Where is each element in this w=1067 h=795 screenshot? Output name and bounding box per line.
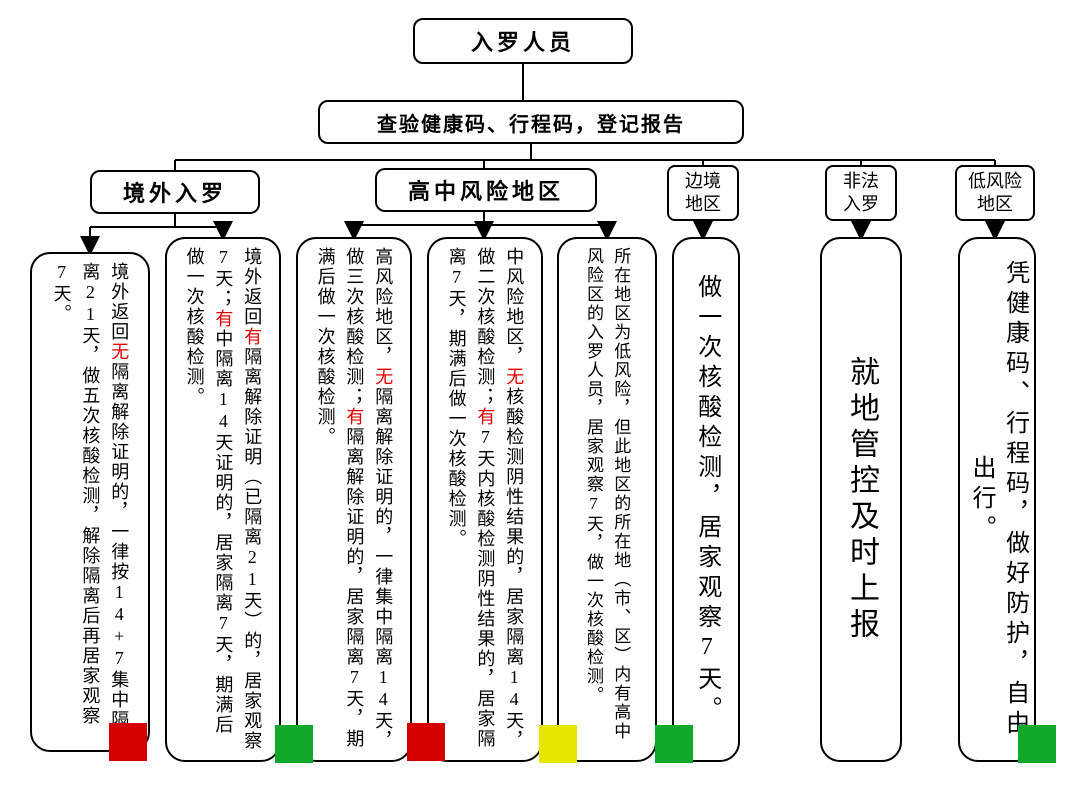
node-root-text: 入罗人员: [471, 25, 575, 57]
status-square-1: [109, 723, 147, 761]
leaf6-text: 做一次核酸检测，居家观察7天。: [689, 264, 723, 736]
node-check-text: 查验健康码、行程码，登记报告: [377, 108, 685, 137]
leaf4-text: 中风险地区，无核酸检测阴性结果的，居家隔离14天，做二次核酸检测；有7天内核酸检…: [438, 239, 532, 760]
leaf5: 所在地区为低风险，但此地区的所在地（市、区）内有高中风险区的入罗人员，居家观察7…: [557, 237, 657, 762]
node-check: 查验健康码、行程码，登记报告: [318, 100, 744, 144]
node-root: 入罗人员: [413, 18, 633, 64]
node-cat2-text: 高中风险地区: [408, 174, 564, 206]
node-cat3-text: 边境 地区: [685, 170, 721, 217]
node-cat1-text: 境外入罗: [123, 176, 227, 208]
node-cat4: 非法 入罗: [825, 165, 897, 221]
leaf3-text: 高风险地区，无隔离解除证明的，一律集中隔离14天，做三次核酸检测；有隔离解除证明…: [307, 239, 401, 760]
leaf7-text: 就地管控及时上报: [840, 346, 882, 654]
leaf5-text: 所在地区为低风险，但此地区的所在地（市、区）内有高中风险区的入罗人员，居家观察7…: [576, 239, 638, 760]
flowchart-canvas: 入罗人员 查验健康码、行程码，登记报告 境外入罗 高中风险地区 边境 地区 非法…: [0, 0, 1067, 795]
node-cat2: 高中风险地区: [375, 168, 597, 212]
leaf2: 境外返回有隔离解除证明（已隔离21天）的，居家观察7天；有中隔离14天证明的，居…: [165, 237, 281, 762]
node-cat5: 低风险 地区: [955, 165, 1035, 221]
leaf2-text: 境外返回有隔离解除证明（已隔离21天）的，居家观察7天；有中隔离14天证明的，居…: [176, 239, 270, 760]
status-square-3: [407, 723, 445, 761]
leaf7: 就地管控及时上报: [820, 237, 902, 762]
leaf8: 凭健康码、行程码，做好防护，自由出行。: [958, 237, 1036, 762]
status-square-5: [655, 725, 693, 763]
node-cat3: 边境 地区: [667, 165, 739, 221]
leaf6: 做一次核酸检测，居家观察7天。: [672, 237, 740, 762]
node-cat5-text: 低风险 地区: [968, 170, 1022, 217]
leaf8-text: 凭健康码、行程码，做好防护，自由出行。: [963, 239, 1030, 760]
leaf3: 高风险地区，无隔离解除证明的，一律集中隔离14天，做三次核酸检测；有隔离解除证明…: [296, 237, 412, 762]
leaf1: 境外返回无隔离解除证明的，一律按14+7集中隔离21天，做五次核酸检测，解除隔离…: [30, 252, 150, 752]
node-cat1: 境外入罗: [90, 170, 260, 214]
status-square-2: [275, 725, 313, 763]
node-cat4-text: 非法 入罗: [843, 170, 879, 217]
leaf1-text: 境外返回无隔离解除证明的，一律按14+7集中隔离21天，做五次核酸检测，解除隔离…: [43, 254, 137, 750]
status-square-4: [539, 725, 577, 763]
status-square-6: [1018, 725, 1056, 763]
leaf4: 中风险地区，无核酸检测阴性结果的，居家隔离14天，做二次核酸检测；有7天内核酸检…: [427, 237, 543, 762]
